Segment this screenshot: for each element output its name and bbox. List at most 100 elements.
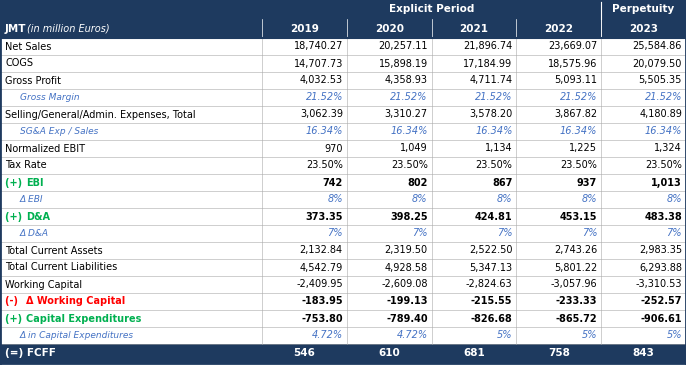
Text: 4,358.93: 4,358.93: [385, 76, 427, 86]
Text: 937: 937: [577, 177, 598, 187]
Bar: [347, 19, 431, 38]
Text: 2020: 2020: [375, 24, 404, 33]
Bar: [0, 140, 686, 157]
Bar: [0, 293, 686, 310]
Text: 3,578.20: 3,578.20: [469, 109, 512, 119]
Text: 18,575.96: 18,575.96: [548, 59, 598, 68]
Text: Perpetuity: Perpetuity: [613, 5, 675, 14]
Bar: [0, 327, 686, 344]
Text: 802: 802: [407, 177, 427, 187]
Text: 21,896.74: 21,896.74: [463, 41, 512, 52]
Text: 2022: 2022: [544, 24, 573, 33]
Bar: [262, 0, 601, 19]
Text: 2,983.35: 2,983.35: [639, 245, 682, 255]
Text: Selling/General/Admin. Expenses, Total: Selling/General/Admin. Expenses, Total: [5, 109, 196, 119]
Text: Normalized EBIT: Normalized EBIT: [5, 144, 85, 154]
Bar: [0, 72, 686, 89]
Bar: [431, 19, 517, 38]
Text: 21.52%: 21.52%: [645, 92, 682, 103]
Text: Gross Margin: Gross Margin: [20, 93, 80, 102]
Bar: [0, 55, 686, 72]
Text: (-): (-): [5, 296, 21, 307]
Text: 8%: 8%: [497, 195, 512, 204]
Text: 3,062.39: 3,062.39: [300, 109, 343, 119]
Text: 2,743.26: 2,743.26: [554, 245, 598, 255]
Text: 5%: 5%: [667, 331, 682, 340]
Text: 2,132.84: 2,132.84: [300, 245, 343, 255]
Text: 610: 610: [379, 348, 400, 358]
Text: 7%: 7%: [582, 228, 598, 239]
Text: -2,824.63: -2,824.63: [466, 280, 512, 290]
Text: 23,669.07: 23,669.07: [548, 41, 598, 52]
Text: -3,310.53: -3,310.53: [635, 280, 682, 290]
Text: 23.50%: 23.50%: [475, 160, 512, 171]
Text: 18,740.27: 18,740.27: [294, 41, 343, 52]
Text: Total Current Liabilities: Total Current Liabilities: [5, 263, 117, 272]
Text: 4.72%: 4.72%: [311, 331, 343, 340]
Text: 20,257.11: 20,257.11: [378, 41, 427, 52]
Bar: [0, 89, 686, 106]
Text: D&A: D&A: [26, 212, 50, 222]
Text: 453.15: 453.15: [560, 212, 598, 222]
Text: Gross Profit: Gross Profit: [5, 76, 61, 86]
Text: 2,522.50: 2,522.50: [469, 245, 512, 255]
Text: 15,898.19: 15,898.19: [379, 59, 427, 68]
Text: 1,013: 1,013: [651, 177, 682, 187]
Text: 758: 758: [548, 348, 570, 358]
Bar: [0, 0, 262, 19]
Text: 3,310.27: 3,310.27: [385, 109, 427, 119]
Text: SG&A Exp / Sales: SG&A Exp / Sales: [20, 127, 98, 136]
Text: 16.34%: 16.34%: [305, 127, 343, 136]
Text: 5,093.11: 5,093.11: [554, 76, 598, 86]
Bar: [0, 19, 262, 38]
Text: 16.34%: 16.34%: [475, 127, 512, 136]
Text: Working Capital: Working Capital: [5, 280, 82, 290]
Text: -753.80: -753.80: [301, 314, 343, 323]
Text: EBI: EBI: [26, 177, 43, 187]
Bar: [0, 310, 686, 327]
Text: Δ in Capital Expenditures: Δ in Capital Expenditures: [20, 331, 134, 340]
Text: 5,801.22: 5,801.22: [554, 263, 598, 272]
Text: 23.50%: 23.50%: [560, 160, 598, 171]
Text: 546: 546: [294, 348, 316, 358]
Text: (=) FCFF: (=) FCFF: [5, 348, 56, 358]
Text: (+): (+): [5, 212, 25, 222]
Bar: [601, 19, 686, 38]
Text: Δ D&A: Δ D&A: [20, 229, 49, 238]
Bar: [262, 19, 347, 38]
Text: 5,347.13: 5,347.13: [469, 263, 512, 272]
Text: 21.52%: 21.52%: [390, 92, 427, 103]
Text: 4,542.79: 4,542.79: [300, 263, 343, 272]
Text: 1,225: 1,225: [569, 144, 598, 154]
Text: 23.50%: 23.50%: [645, 160, 682, 171]
Text: 8%: 8%: [412, 195, 427, 204]
Text: 4,928.58: 4,928.58: [385, 263, 427, 272]
Bar: [517, 19, 601, 38]
Bar: [0, 225, 686, 242]
Text: -906.61: -906.61: [641, 314, 682, 323]
Text: 23.50%: 23.50%: [306, 160, 343, 171]
Text: 21.52%: 21.52%: [475, 92, 512, 103]
Text: -3,057.96: -3,057.96: [551, 280, 598, 290]
Text: 3,867.82: 3,867.82: [554, 109, 598, 119]
Text: Capital Expenditures: Capital Expenditures: [26, 314, 141, 323]
Text: 4,711.74: 4,711.74: [469, 76, 512, 86]
Text: 16.34%: 16.34%: [645, 127, 682, 136]
Text: 970: 970: [324, 144, 343, 154]
Bar: [0, 344, 686, 363]
Text: (+): (+): [5, 314, 25, 323]
Text: 21.52%: 21.52%: [305, 92, 343, 103]
Text: -2,609.08: -2,609.08: [381, 280, 427, 290]
Text: 7%: 7%: [497, 228, 512, 239]
Text: 4,180.89: 4,180.89: [639, 109, 682, 119]
Text: 2019: 2019: [290, 24, 319, 33]
Text: 8%: 8%: [327, 195, 343, 204]
Text: 424.81: 424.81: [475, 212, 512, 222]
Text: -865.72: -865.72: [556, 314, 598, 323]
Bar: [0, 174, 686, 191]
Text: 483.38: 483.38: [644, 212, 682, 222]
Text: 5%: 5%: [582, 331, 598, 340]
Text: JMT: JMT: [5, 24, 30, 33]
Bar: [0, 276, 686, 293]
Text: 5%: 5%: [497, 331, 512, 340]
